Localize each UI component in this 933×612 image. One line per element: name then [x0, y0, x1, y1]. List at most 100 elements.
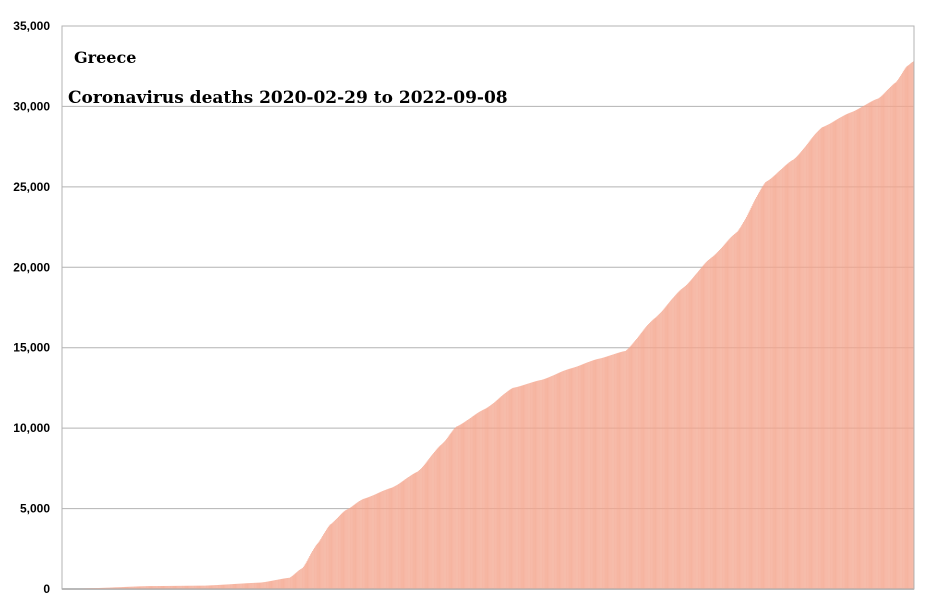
bar	[804, 147, 805, 589]
bar	[199, 585, 201, 589]
bar	[647, 325, 648, 589]
bar	[623, 351, 624, 589]
bar	[659, 313, 660, 589]
bar	[330, 524, 332, 589]
bar	[285, 578, 287, 589]
bar	[154, 586, 156, 589]
bar	[909, 64, 911, 589]
bar	[747, 213, 749, 589]
bar	[635, 340, 636, 589]
bar	[140, 586, 142, 589]
bar	[802, 149, 804, 589]
bar	[546, 378, 548, 589]
bar	[107, 587, 108, 589]
bar	[178, 585, 180, 589]
bar	[478, 412, 480, 589]
bar	[485, 408, 487, 589]
bar	[219, 584, 221, 589]
bar	[705, 262, 707, 589]
bar	[686, 284, 688, 589]
bar	[162, 585, 164, 589]
bar	[567, 369, 569, 589]
bar	[578, 365, 580, 589]
bar	[698, 270, 700, 589]
bar	[142, 586, 144, 589]
bar	[649, 323, 650, 589]
bar	[164, 585, 166, 589]
bar	[858, 108, 860, 589]
bar	[776, 173, 778, 589]
bar	[243, 583, 245, 589]
bar	[307, 559, 309, 589]
bar	[816, 132, 817, 589]
bar	[518, 386, 520, 589]
bar	[386, 489, 388, 589]
bar	[539, 380, 540, 589]
bar	[175, 585, 177, 589]
bar	[489, 405, 491, 589]
bar	[215, 585, 216, 589]
bar	[329, 524, 331, 589]
bar	[715, 253, 717, 589]
bar	[751, 206, 753, 590]
bar	[410, 475, 412, 589]
bar	[665, 306, 667, 589]
bar	[134, 586, 136, 589]
bar	[712, 256, 714, 589]
bar	[200, 585, 202, 589]
bar	[646, 326, 648, 589]
bar	[773, 175, 775, 589]
bar	[257, 582, 259, 589]
bar	[156, 586, 157, 589]
bar	[204, 585, 205, 589]
bar	[483, 409, 485, 589]
y-tick-labels: 0 5,000 10,000 15,000 20,000 25,000 30,000 35,0…	[13, 19, 50, 596]
bar	[374, 494, 376, 589]
bar	[355, 503, 357, 589]
bar	[636, 339, 637, 589]
bar	[743, 222, 744, 589]
bar	[157, 586, 158, 589]
bar	[650, 321, 652, 589]
bar	[841, 116, 842, 589]
bar	[274, 580, 276, 589]
bar	[327, 526, 329, 589]
bar	[234, 583, 236, 589]
bar	[619, 352, 621, 589]
bar	[813, 135, 815, 589]
bar	[657, 315, 659, 589]
bar	[293, 574, 295, 589]
bar	[590, 361, 591, 589]
bar	[538, 380, 540, 589]
bar	[706, 261, 708, 589]
bar	[424, 463, 426, 589]
bar	[227, 584, 228, 589]
bar	[444, 441, 445, 589]
bar	[615, 353, 617, 589]
bar	[680, 289, 682, 589]
bar	[564, 370, 565, 589]
bar	[669, 301, 671, 589]
bar	[279, 579, 281, 589]
bar	[460, 424, 462, 589]
bar	[724, 243, 726, 589]
bar	[348, 508, 349, 589]
bar	[905, 67, 907, 589]
bar	[862, 106, 864, 590]
bar	[708, 259, 709, 589]
bar	[653, 318, 655, 589]
bar	[713, 255, 715, 589]
bar	[490, 405, 492, 589]
bar	[910, 63, 912, 590]
bar	[388, 488, 390, 589]
bar	[318, 541, 320, 589]
bar	[575, 366, 576, 589]
bar	[498, 398, 500, 589]
bar	[866, 103, 868, 589]
bar	[550, 376, 552, 589]
bar	[211, 585, 213, 589]
bar	[493, 403, 494, 589]
bar	[205, 585, 206, 589]
bar	[554, 374, 556, 589]
